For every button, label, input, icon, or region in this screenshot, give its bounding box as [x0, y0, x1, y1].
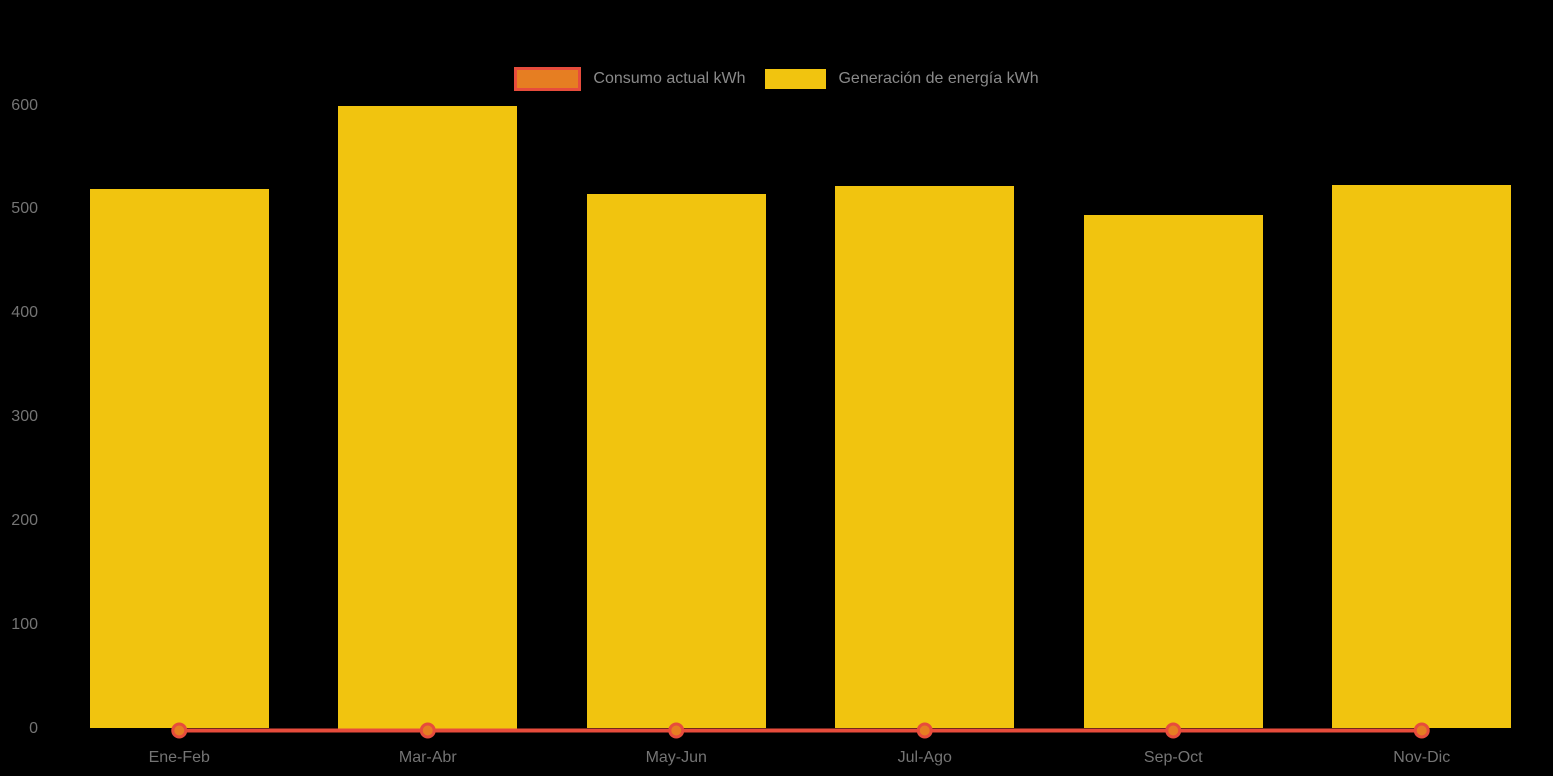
legend-swatch-generacion-energia	[765, 69, 827, 89]
data-point-Mar-Abr[interactable]	[419, 722, 436, 739]
legend-item-generacion-energia[interactable]: Generación de energía kWh	[765, 69, 1039, 89]
bar-Ene-Feb[interactable]	[89, 188, 269, 729]
x-tick-label-Sep-Oct: Sep-Oct	[1143, 749, 1203, 766]
legend-label-consumo-actual: Consumo actual kWh	[593, 70, 746, 87]
data-point-May-Jun[interactable]	[668, 722, 685, 739]
bar-Sep-Oct[interactable]	[1083, 214, 1263, 729]
legend-item-consumo-actual[interactable]: Consumo actual kWh	[514, 67, 745, 91]
data-point-Sep-Oct[interactable]	[1165, 722, 1182, 739]
y-tick-label-0: 0	[29, 719, 38, 737]
bar-May-Jun[interactable]	[586, 193, 766, 729]
y-tick-label-600: 600	[11, 96, 38, 114]
chart-legend: Consumo actual kWh Generación de energía…	[0, 67, 1553, 91]
x-tick-label-Mar-Abr: Mar-Abr	[398, 749, 457, 766]
bar-Mar-Abr[interactable]	[338, 105, 518, 729]
y-tick-label-500: 500	[11, 200, 38, 218]
x-tick-label-Nov-Dic: Nov-Dic	[1393, 749, 1451, 766]
data-point-Nov-Dic[interactable]	[1413, 722, 1430, 739]
x-tick-label-May-Jun: May-Jun	[645, 749, 707, 766]
bar-Nov-Dic[interactable]	[1332, 185, 1512, 729]
data-point-Ene-Feb[interactable]	[171, 722, 188, 739]
y-tick-label-400: 400	[11, 304, 38, 322]
y-tick-label-100: 100	[11, 615, 38, 633]
data-point-Jul-Ago[interactable]	[916, 722, 933, 739]
x-tick-label-Ene-Feb: Ene-Feb	[148, 749, 210, 766]
y-tick-label-200: 200	[11, 511, 38, 529]
x-tick-label-Jul-Ago: Jul-Ago	[897, 749, 952, 766]
legend-swatch-consumo-actual	[514, 67, 582, 91]
bar-Jul-Ago[interactable]	[835, 186, 1015, 729]
y-tick-label-300: 300	[11, 408, 38, 425]
y-axis: 0 100 200 300 400 500 600	[0, 0, 38, 776]
legend-label-generacion-energia: Generación de energía kWh	[838, 70, 1039, 87]
